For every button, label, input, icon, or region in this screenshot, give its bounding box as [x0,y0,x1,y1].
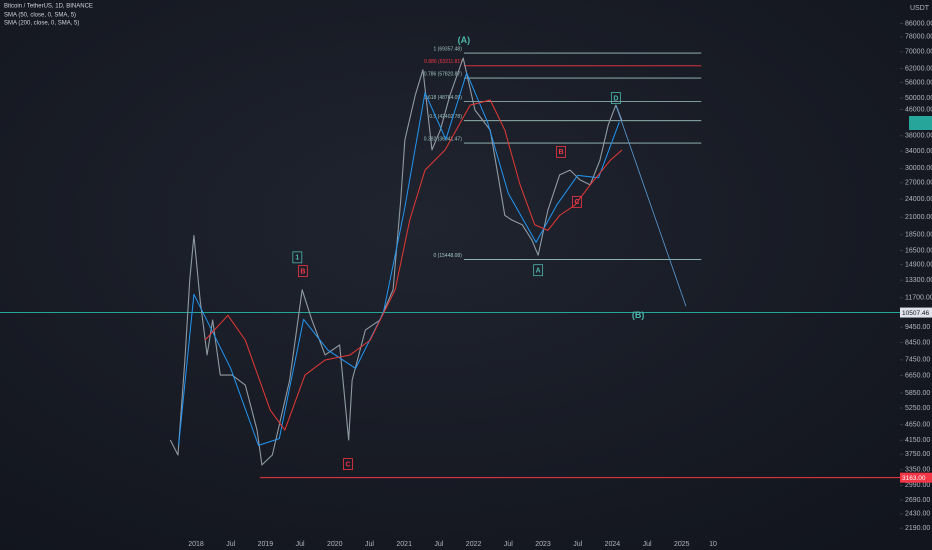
legend-main: Bitcoin / TetherUS, 1D, BINANCE [4,4,93,10]
wave-label: A [536,268,541,275]
sma-line [178,72,620,446]
y-tick-label: 2430.00 [905,511,930,518]
y-tick-label: 50000.00 [905,95,932,102]
y-tick-label: 38000.00 [905,133,932,140]
price-label-box [900,472,932,483]
price-label: 3163.00 [902,475,926,482]
x-tick-label: 2018 [188,541,204,548]
y-tick-label: 3350.00 [905,467,930,474]
x-tick-label: 10 [709,541,717,548]
y-tick-label: 4150.00 [905,437,930,444]
y-tick-label: 56000.00 [905,79,932,86]
y-tick-label: 4650.00 [905,422,930,429]
y-tick-label: 34000.00 [905,148,932,155]
y-tick-label: 11700.00 [905,295,932,302]
y-tick-label: 86000.00 [905,20,932,27]
fib-label: 0.886 (63211.81) [424,59,462,65]
x-tick-label: Jul [434,541,443,548]
wave-label: B [559,149,564,156]
y-tick-label: 62000.00 [905,65,932,72]
x-tick-label: 2019 [258,541,274,548]
legend-sma50: SMA (50, close, 0, SMA, 5) [4,13,76,19]
y-tick-label: 3750.00 [905,451,930,458]
y-tick-label: 9450.00 [905,324,930,331]
fib-label: 0.382 (36041.47) [424,136,462,142]
y-tick-label: 2690.00 [905,497,930,504]
legend-sma200: SMA (200, close, 0, SMA, 5) [4,21,79,27]
x-tick-label: 2024 [605,541,621,548]
y-tick-label: 2990.00 [905,482,930,489]
y-tick-label: 13300.00 [905,277,932,284]
wave-box [343,458,353,471]
y-tick-label: 18500.00 [905,232,932,239]
y-tick-label: 70000.00 [905,49,932,56]
wave-label: (A) [458,35,471,45]
x-tick-label: Jul [296,541,305,548]
x-tick-label: 2021 [396,541,412,548]
y-tick-label: 16500.00 [905,247,932,254]
wave-box [556,145,566,158]
y-tick-label: 21000.00 [905,214,932,221]
wave-box [610,92,621,104]
wave-label: (B) [632,310,645,320]
x-tick-label: Jul [643,541,652,548]
x-tick-label: Jul [226,541,235,548]
y-tick-label: 27000.00 [905,180,932,187]
y-tick-label: 7450.00 [905,357,930,364]
y-tick-label: 30000.00 [905,165,932,172]
y-tick-label: 5250.00 [905,405,930,412]
wave-label: B [300,268,305,275]
fib-label: 0.618 (48764.09) [424,95,462,101]
fib-label: 0.786 (57820.87) [424,71,462,77]
y-tick-label: 24000.00 [905,196,932,203]
projection-line [615,104,687,307]
x-tick-label: 2023 [535,541,551,548]
wave-label: C [345,461,350,468]
fib-label: 1 (69357.48) [434,46,463,52]
x-tick-label: Jul [365,541,374,548]
y-tick-label: 78000.00 [905,34,932,41]
wave-label: 1 [295,255,299,262]
y-tick-label: 8450.00 [905,339,930,346]
wave-box [572,195,582,208]
currency: USDT [910,5,930,12]
price-label: 10507.46 [902,310,929,317]
x-tick-label: Jul [573,541,582,548]
wave-label: C [574,199,579,206]
wave-label: D [613,95,618,102]
x-tick-label: 2022 [466,541,482,548]
x-tick-label: 2025 [674,541,690,548]
sma-line [204,99,623,431]
y-tick-label: 46000.00 [905,106,932,113]
wave-box [297,265,308,278]
fib-label: 0.5 (42402.78) [429,114,462,120]
y-tick-label: 2190.00 [905,525,930,532]
wave-box [292,251,303,264]
wave-box [533,264,544,277]
y-tick-label: 6650.00 [905,372,930,379]
y-tick-label: 5850.00 [905,390,930,397]
price-marker [909,116,932,130]
fib-label: 0 (15448.08) [434,253,463,259]
y-tick-label: 14900.00 [905,261,932,268]
price-label-box [900,307,932,318]
x-tick-label: Jul [504,541,513,548]
x-tick-label: 2020 [327,541,343,548]
